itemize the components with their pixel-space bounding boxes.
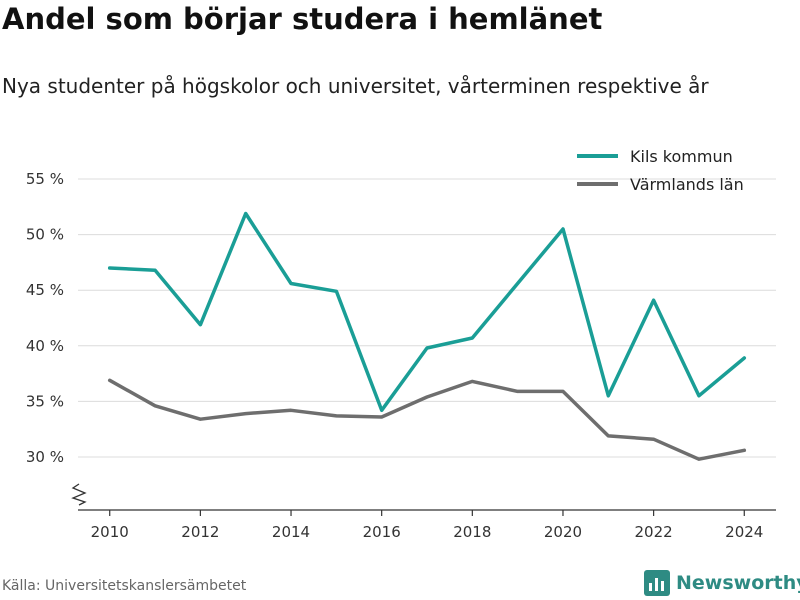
x-tick-label-2024: 2024 [725, 523, 763, 541]
series-line-1 [107, 378, 747, 461]
y-tick-label-30: 30 % [26, 448, 64, 466]
x-tick-label-2014: 2014 [272, 523, 310, 541]
series-line-0 [107, 211, 747, 413]
axis-break-icon [71, 483, 87, 506]
x-tick-label-2018: 2018 [453, 523, 491, 541]
x-tick-label-2022: 2022 [635, 523, 673, 541]
y-tick-label-45: 45 % [26, 281, 64, 299]
x-tick-label-2016: 2016 [363, 523, 401, 541]
brand-logo: Newsworthy [644, 570, 800, 596]
legend-label-0: Kils kommun [630, 147, 733, 166]
y-tick-label-35: 35 % [26, 392, 64, 410]
legend-label-1: Värmlands län [630, 175, 744, 194]
brand-name: Newsworthy [676, 572, 800, 594]
chart-subtitle: Nya studenter på högskolor och universit… [2, 74, 709, 98]
y-tick-label-40: 40 % [26, 337, 64, 355]
source-note: Källa: Universitetskanslersämbetet [2, 578, 247, 594]
y-tick-label-55: 55 % [26, 170, 64, 188]
y-tick-label-50: 50 % [26, 226, 64, 244]
newsworthy-logo-icon [644, 570, 670, 596]
chart-title: Andel som börjar studera i hemlänet [2, 2, 603, 36]
x-tick-label-2010: 2010 [91, 523, 129, 541]
x-tick-label-2020: 2020 [544, 523, 582, 541]
x-tick-label-2012: 2012 [181, 523, 219, 541]
line-chart: 30 % 35 % 40 % 45 % 50 % 55 % 2010 2012 2014 2016… [26, 147, 776, 541]
